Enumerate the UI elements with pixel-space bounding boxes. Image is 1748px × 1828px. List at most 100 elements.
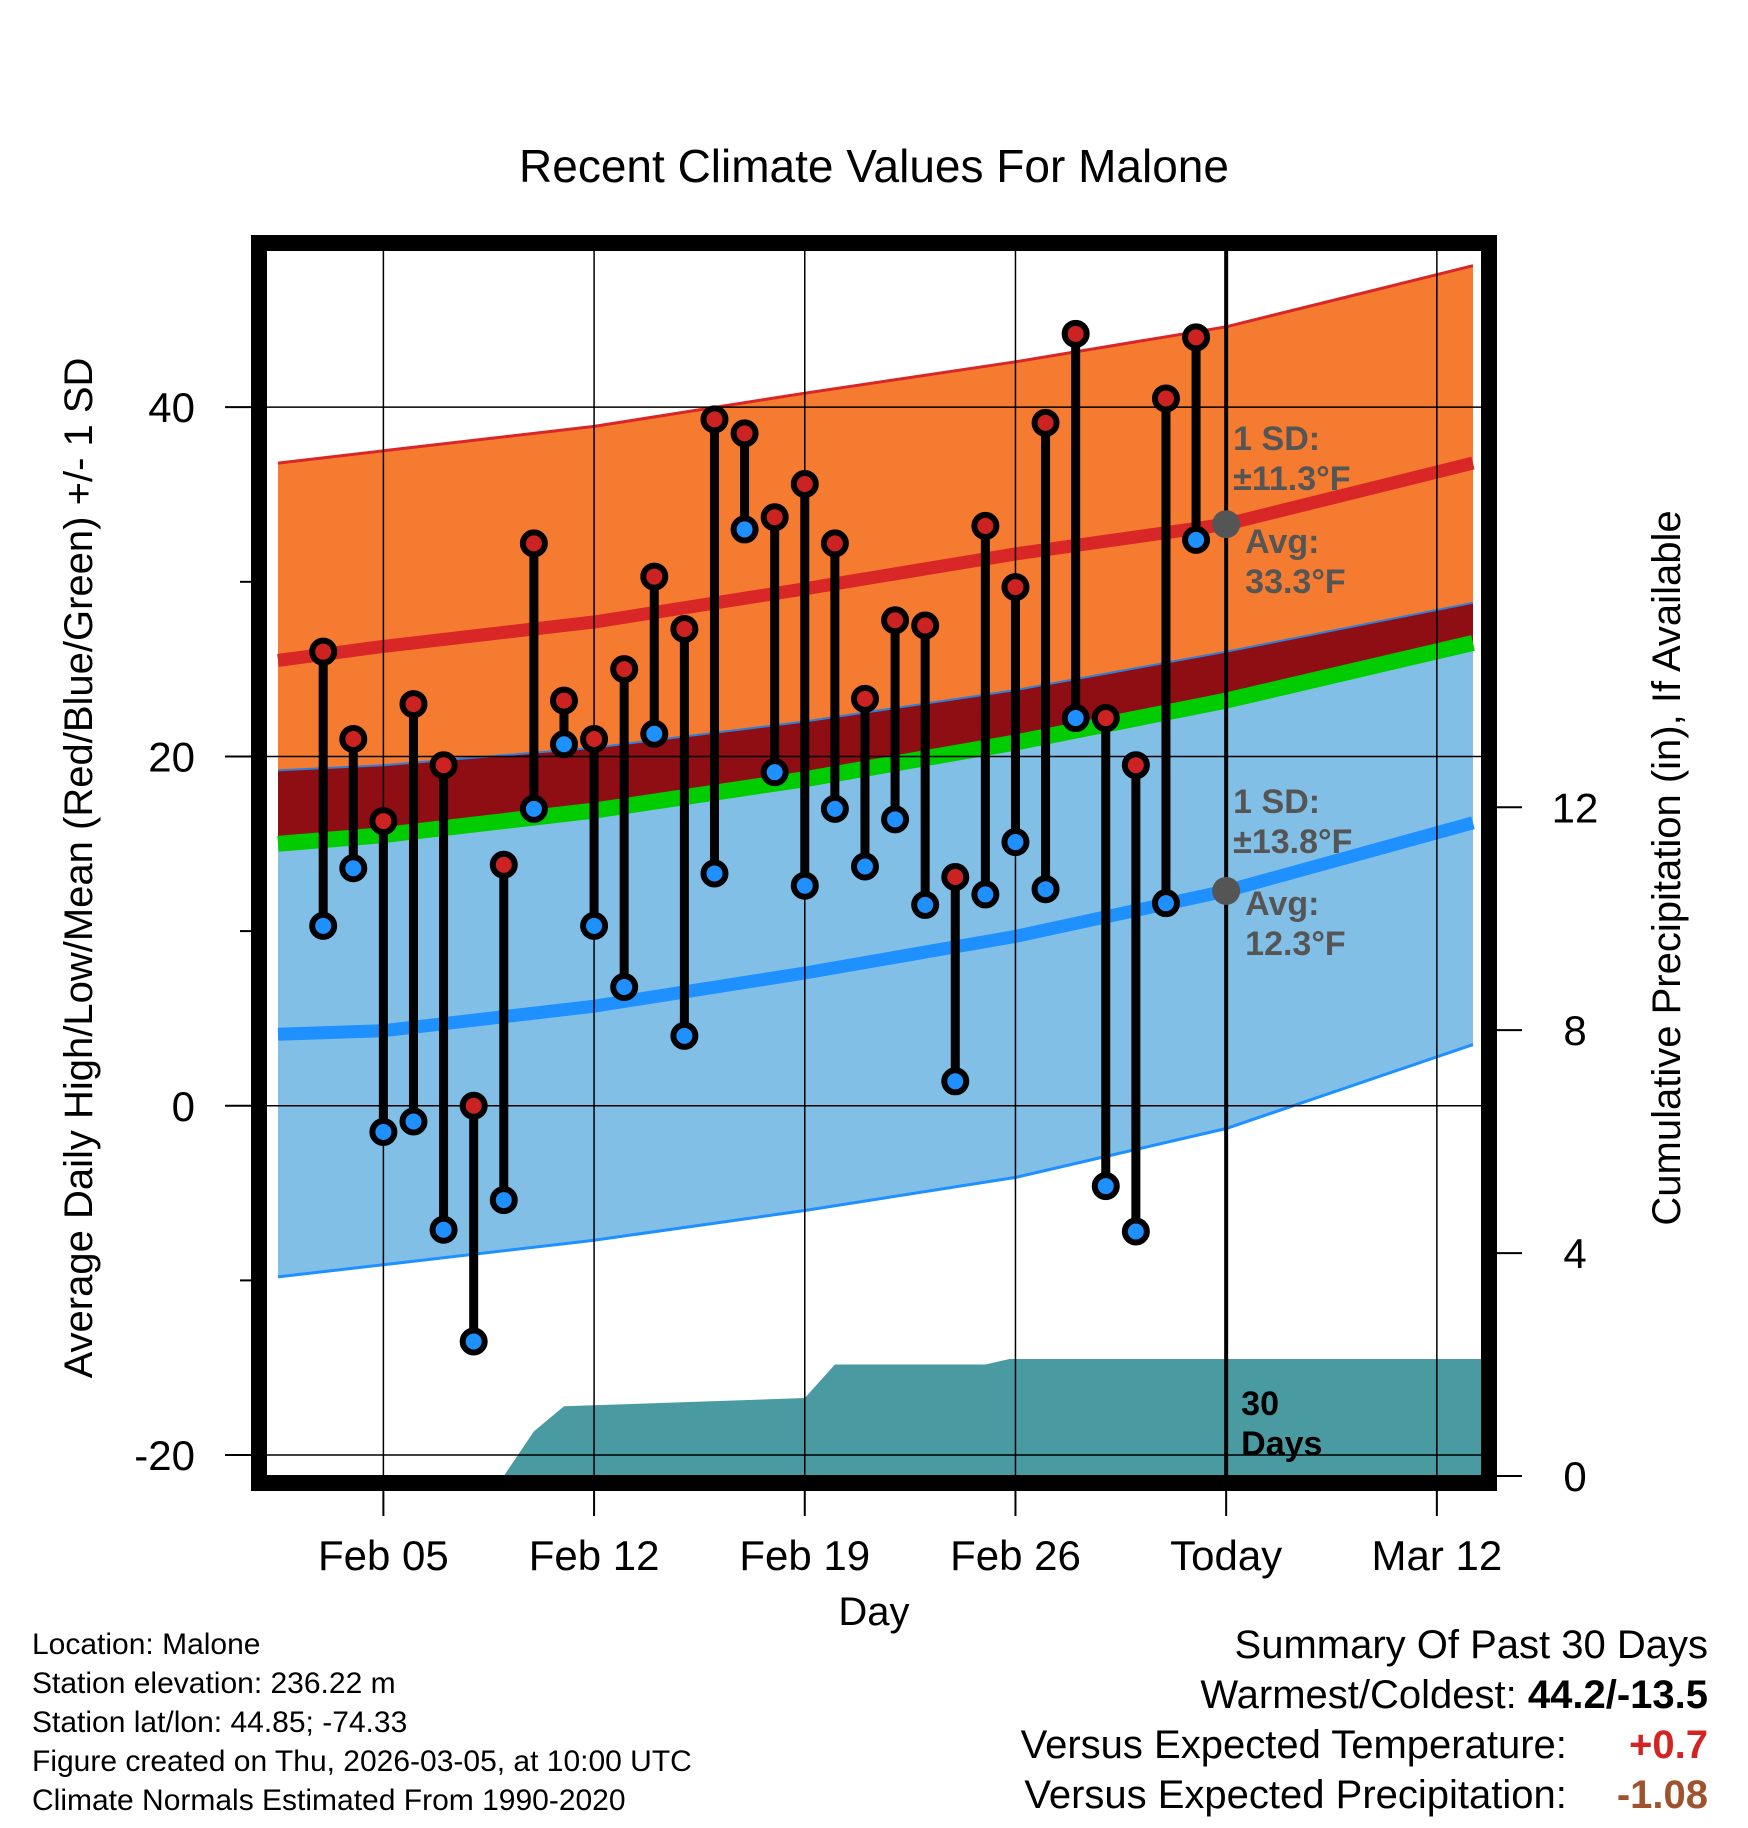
low-point <box>640 719 669 748</box>
y-tick-label: 0 <box>172 1083 195 1130</box>
low-point <box>339 854 368 883</box>
y2-tick-label: 0 <box>1563 1453 1586 1500</box>
window-days-number: 30 <box>1241 1385 1279 1423</box>
low-sd-value: ±13.8°F <box>1233 823 1352 861</box>
high-point <box>1121 751 1150 780</box>
normals-text: Climate Normals Estimated From 1990-2020 <box>32 1784 626 1817</box>
low-sd-band <box>278 601 1473 1277</box>
axis-ticks: -20 0 20 40 0 4 8 12 Feb 05 Feb 12 Feb 19 Feb 26 Tod… <box>134 384 1598 1579</box>
high-point <box>850 684 879 713</box>
high-point <box>1031 408 1060 437</box>
high-point <box>399 690 428 719</box>
x-axis-label: Day <box>838 1590 909 1634</box>
low-point <box>760 758 789 787</box>
high-point <box>489 850 518 879</box>
high-point <box>549 686 578 715</box>
high-sd-label: 1 SD: <box>1233 420 1320 458</box>
y-tick-label: 40 <box>148 384 195 431</box>
high-point <box>700 405 729 434</box>
warm-cold-label: Warmest/Coldest: <box>1200 1673 1517 1717</box>
low-point <box>309 911 338 940</box>
temp-label: Versus Expected Temperature: <box>1020 1723 1567 1767</box>
elevation-text: Station elevation: 236.22 m <box>32 1667 396 1700</box>
low-point <box>549 730 578 759</box>
low-point <box>580 911 609 940</box>
x-tick-label: Mar 12 <box>1371 1532 1502 1579</box>
low-point <box>519 794 548 823</box>
today-low-avg-marker <box>1212 876 1241 905</box>
low-point <box>700 859 729 888</box>
daily-points <box>309 319 1241 1356</box>
x-tick-label: Feb 26 <box>950 1532 1081 1579</box>
high-point <box>309 637 338 666</box>
low-point <box>1091 1172 1120 1201</box>
high-point <box>429 751 458 780</box>
station-info: Location: Malone Station elevation: 236.… <box>32 1625 692 1820</box>
low-point <box>850 852 879 881</box>
high-point <box>1091 704 1120 733</box>
x-tick-label: Feb 19 <box>739 1532 870 1579</box>
y-axis-label: Average Daily High/Low/Mean (Red/Blue/Gr… <box>57 358 101 1379</box>
summary-heading: Summary Of Past 30 Days <box>1234 1623 1708 1667</box>
low-point <box>369 1117 398 1146</box>
high-point <box>580 725 609 754</box>
high-point <box>760 503 789 532</box>
low-point <box>459 1327 488 1356</box>
created-text: Figure created on Thu, 2026-03-05, at 10… <box>32 1745 692 1778</box>
low-point <box>790 871 819 900</box>
high-point <box>339 725 368 754</box>
high-point <box>1061 319 1090 348</box>
y-tick-label: -20 <box>134 1432 195 1479</box>
summary-warm-cold: Warmest/Coldest: 44.2/-13.5 <box>1021 1670 1708 1720</box>
high-point <box>459 1091 488 1120</box>
high-point <box>369 807 398 836</box>
y-tick-label: 20 <box>148 733 195 780</box>
y2-tick-label: 8 <box>1563 1007 1586 1054</box>
low-avg-label: Avg: <box>1245 885 1319 923</box>
plot-frame <box>251 235 1497 1491</box>
low-point <box>1031 875 1060 904</box>
high-point <box>911 611 940 640</box>
x-tick-label: Feb 05 <box>318 1532 449 1579</box>
chart-title: Recent Climate Values For Malone <box>519 140 1229 192</box>
low-point <box>1182 525 1211 554</box>
precip-area <box>383 1359 1482 1476</box>
precip-value: -1.08 <box>1616 1773 1708 1817</box>
window-days-unit: Days <box>1241 1425 1322 1463</box>
high-point <box>519 529 548 558</box>
low-point <box>1001 828 1030 857</box>
precip-label: Versus Expected Precipitation: <box>1024 1773 1567 1817</box>
latlon-text: Station lat/lon: 44.85; -74.33 <box>32 1706 408 1739</box>
high-sd-value: ±11.3°F <box>1233 460 1350 498</box>
low-point <box>881 805 910 834</box>
low-point <box>610 972 639 1001</box>
temp-value: +0.7 <box>1629 1723 1708 1767</box>
low-avg-value: 12.3°F <box>1245 925 1346 963</box>
y2-axis-label: Cumulative Precipitation (in), If Availa… <box>1645 510 1689 1225</box>
high-point <box>640 562 669 591</box>
x-tick-label: Feb 12 <box>529 1532 660 1579</box>
low-point <box>399 1107 428 1136</box>
low-point <box>971 880 1000 909</box>
today-high-avg-marker <box>1212 510 1241 539</box>
climate-bands <box>277 264 1482 1476</box>
high-point <box>1151 384 1180 413</box>
low-point <box>941 1067 970 1096</box>
high-point <box>610 655 639 684</box>
low-point <box>911 890 940 919</box>
low-point <box>730 515 759 544</box>
high-avg-label: Avg: <box>1245 523 1319 561</box>
y2-tick-label: 4 <box>1563 1230 1586 1277</box>
warm-cold-value: 44.2/-13.5 <box>1527 1673 1708 1717</box>
high-point <box>820 529 849 558</box>
location-text: Location: Malone <box>32 1628 261 1661</box>
low-point <box>670 1021 699 1050</box>
summary-panel: Summary Of Past 30 Days Warmest/Coldest:… <box>1021 1620 1708 1820</box>
daily-stems <box>318 333 1201 1342</box>
high-point <box>941 862 970 891</box>
low-point <box>429 1215 458 1244</box>
summary-temp: Versus Expected Temperature: +0.7 <box>1021 1720 1708 1770</box>
high-point <box>1182 323 1211 352</box>
